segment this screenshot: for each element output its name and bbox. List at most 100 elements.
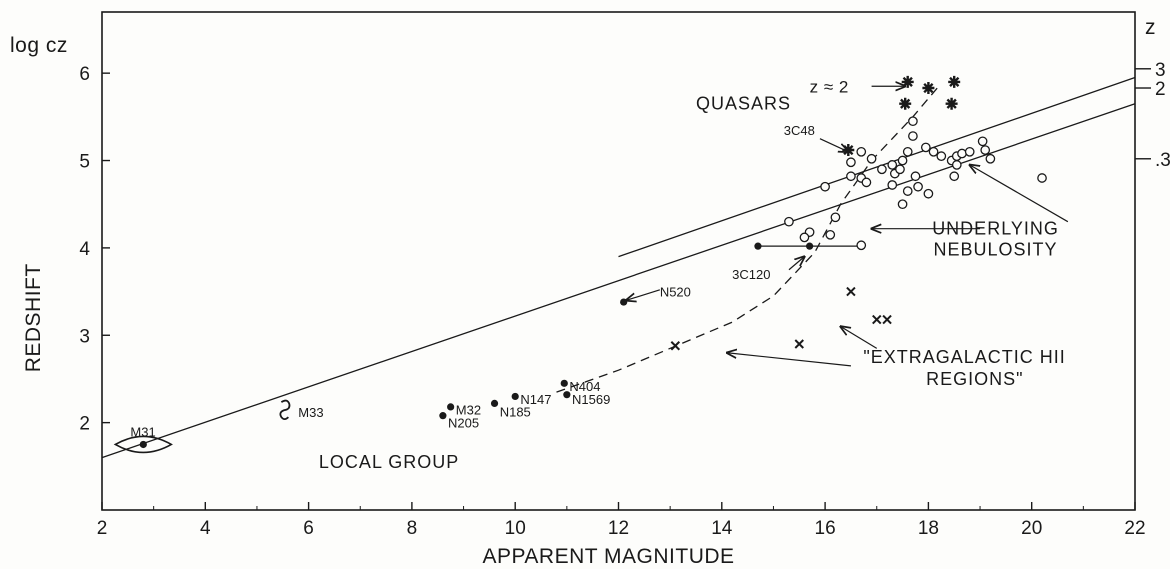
open-circle-point — [964, 146, 975, 157]
quasar-point — [945, 97, 958, 110]
galaxy-point — [754, 242, 762, 250]
open-circle-point — [928, 146, 939, 157]
open-circle-point — [877, 164, 887, 175]
galaxy-point — [806, 242, 814, 250]
open-circle-point — [856, 240, 867, 251]
x-tick-label: 22 — [1124, 518, 1145, 539]
annotation-label: UNDERLYING — [932, 219, 1059, 239]
x-axis-title: APPARENT MAGNITUDE — [482, 545, 734, 568]
open-circle-point — [923, 188, 934, 199]
right-tick-label: .3 — [1155, 150, 1170, 171]
annotation-label: z ≈ 2 — [810, 77, 849, 96]
quasar-point — [842, 144, 855, 156]
galaxy-point — [511, 392, 519, 401]
galaxy-point — [620, 298, 628, 306]
annotation-arrow — [788, 257, 804, 271]
hii-region-point — [670, 341, 681, 351]
m31-galaxy-outline — [113, 435, 173, 454]
quasar-point — [948, 75, 961, 88]
hii-region-point — [846, 286, 856, 297]
open-circle-point — [902, 146, 913, 157]
point-label: N185 — [500, 404, 531, 419]
x-tick-label: 12 — [608, 518, 629, 539]
x-tick-label: 6 — [303, 518, 314, 539]
x-tick-label: 2 — [97, 518, 108, 539]
right-tick-label: 3 — [1155, 60, 1166, 81]
annotation-arrow — [970, 165, 1069, 223]
point-label: 3C120 — [732, 267, 770, 282]
open-circle-point — [951, 160, 962, 170]
annotation-label: REGIONS" — [926, 369, 1023, 389]
y-tick-label: 5 — [79, 152, 90, 173]
open-circle-point — [830, 212, 841, 223]
point-label: M33 — [298, 405, 323, 420]
open-circle-point — [897, 155, 908, 166]
galaxy-point — [439, 412, 447, 420]
open-circle-point — [820, 181, 830, 192]
open-circle-point — [902, 186, 913, 196]
galaxy-point — [560, 379, 568, 387]
open-circle-point — [799, 232, 810, 243]
open-circle-point — [866, 153, 877, 164]
point-label: N1569 — [572, 392, 610, 407]
open-circle-point — [957, 148, 967, 159]
annotation-label: LOCAL GROUP — [319, 452, 459, 472]
open-circle-point — [825, 229, 836, 240]
right-axis-caption: z — [1145, 16, 1156, 39]
x-tick-label: 4 — [200, 518, 211, 539]
open-circle-point — [910, 171, 921, 182]
annotation-arrow — [841, 327, 878, 349]
open-circle-point — [908, 131, 918, 141]
annotation-label: QUASARS — [696, 94, 791, 114]
open-circle-point — [861, 177, 872, 188]
plot-frame — [101, 11, 1136, 511]
open-circle-point — [949, 171, 960, 182]
galaxy-point — [490, 399, 499, 408]
open-circle-point — [985, 153, 996, 164]
point-label: 3C48 — [784, 123, 815, 138]
quasar-point — [922, 82, 935, 94]
annotation-arrow — [727, 353, 851, 367]
point-label: M32 — [456, 403, 481, 418]
point-label: M31 — [130, 424, 155, 439]
open-circle-point — [913, 181, 923, 192]
y-tick-label: 6 — [79, 64, 90, 85]
hii-region-point — [872, 314, 882, 325]
hii-region-point — [882, 314, 892, 325]
open-circle-point — [887, 160, 898, 170]
right-tick-label: 2 — [1155, 79, 1166, 100]
galaxy-point — [139, 440, 147, 449]
x-tick-label: 10 — [505, 518, 526, 539]
open-circle-point — [887, 180, 898, 190]
y-axis-title: REDSHIFT — [22, 263, 45, 372]
point-label: N520 — [660, 285, 691, 300]
y-tick-label: 4 — [79, 239, 90, 260]
y-tick-label: 2 — [79, 414, 90, 435]
hii-region-point — [794, 339, 804, 349]
annotation-arrows — [626, 86, 1069, 367]
m33-galaxy-outline — [279, 399, 291, 421]
open-circle-point — [980, 145, 991, 155]
open-circle-point — [977, 136, 988, 147]
open-circle-point — [936, 151, 947, 162]
fit-line-dashed — [556, 85, 940, 393]
fit-line-solid — [101, 103, 1136, 459]
open-circle-point — [784, 216, 794, 227]
open-circle-point — [846, 157, 856, 168]
open-circle-point — [846, 171, 856, 182]
open-circle-point — [908, 116, 918, 127]
galaxy-point — [447, 403, 455, 411]
open-circle-point — [897, 199, 908, 210]
x-tick-label: 16 — [815, 518, 836, 539]
fit-line-solid — [618, 76, 1136, 258]
annotation-label: "EXTRAGALACTIC HII — [863, 347, 1065, 367]
x-tick-label: 18 — [918, 518, 939, 539]
annotation-label: NEBULOSITY — [934, 240, 1058, 260]
x-tick-label: 20 — [1021, 518, 1042, 539]
open-circle-point — [920, 142, 931, 153]
annotation-arrow — [626, 289, 660, 300]
open-circle-point — [895, 164, 905, 175]
